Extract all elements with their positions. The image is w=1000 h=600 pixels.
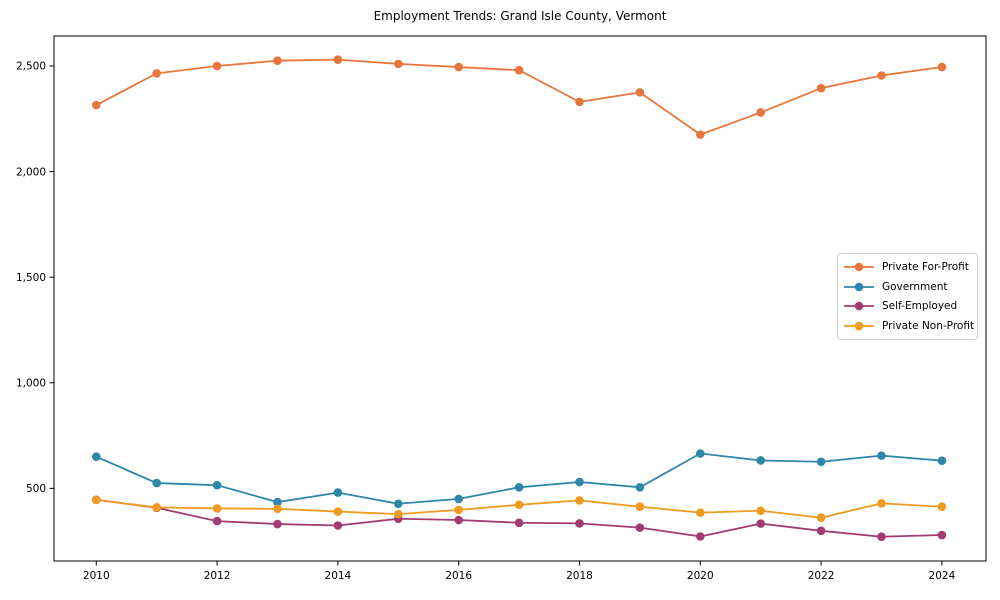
data-point <box>937 530 947 540</box>
data-point <box>635 88 645 97</box>
data-point <box>393 509 403 519</box>
data-point <box>333 521 343 530</box>
legend: Private For-Profit Government Self-Employe… <box>837 253 978 340</box>
data-point <box>393 59 403 69</box>
data-point <box>212 504 222 513</box>
data-point <box>273 56 282 66</box>
data-point <box>877 499 886 508</box>
data-point <box>695 449 705 458</box>
legend-label: Self-Employed <box>882 300 958 313</box>
data-point <box>816 526 826 536</box>
x-tick-label: 2012 <box>204 570 231 582</box>
data-point <box>454 62 463 72</box>
legend-label: Government <box>882 280 948 293</box>
data-point <box>212 61 222 71</box>
data-point <box>454 494 463 504</box>
legend-line-marker-icon <box>844 262 874 272</box>
data-point <box>152 69 161 78</box>
data-point <box>273 497 282 507</box>
data-point <box>937 502 947 512</box>
data-point <box>273 504 282 514</box>
data-point <box>152 503 161 512</box>
data-point <box>91 100 101 110</box>
x-tick-label: 2016 <box>445 570 472 582</box>
data-point <box>454 515 463 525</box>
data-point <box>877 532 886 542</box>
data-point <box>333 507 343 516</box>
x-tick-label: 2024 <box>929 570 956 582</box>
data-point <box>514 482 524 492</box>
data-point <box>212 516 222 526</box>
data-point <box>514 65 524 75</box>
data-point <box>91 495 101 505</box>
data-point <box>756 519 766 528</box>
data-point <box>695 508 705 517</box>
data-point <box>212 480 222 490</box>
data-point <box>635 502 645 512</box>
data-point <box>816 513 826 523</box>
y-tick-label: 1,000 <box>16 377 46 389</box>
y-tick-label: 1,500 <box>16 272 46 284</box>
plot-border <box>53 35 987 562</box>
legend-entry: Private For-Profit <box>842 257 971 277</box>
legend-line-marker-icon <box>844 302 874 311</box>
data-point <box>816 83 826 93</box>
y-tick-label: 2,500 <box>16 61 46 73</box>
x-tick-label: 2010 <box>83 570 110 582</box>
data-point <box>937 62 947 72</box>
chart-title: Employment Trends: Grand Isle County, Ve… <box>373 9 667 23</box>
data-point <box>152 478 161 488</box>
data-point <box>575 97 584 107</box>
x-tick-label: 2014 <box>325 570 352 582</box>
data-point <box>91 452 101 461</box>
data-point <box>393 499 403 509</box>
series-line <box>95 452 943 505</box>
data-point <box>575 496 584 505</box>
data-point <box>756 506 766 516</box>
data-point <box>575 477 584 487</box>
data-point <box>575 519 584 528</box>
data-point <box>816 457 826 467</box>
data-point <box>635 523 645 532</box>
data-point <box>695 532 705 541</box>
data-point <box>877 451 886 460</box>
data-point <box>333 55 343 64</box>
x-tick-label: 2022 <box>808 570 835 582</box>
data-point <box>937 456 947 465</box>
data-point <box>756 108 766 117</box>
data-point <box>877 71 886 80</box>
legend-entry: Private Non-Profit <box>842 316 975 336</box>
x-tick-label: 2020 <box>687 570 714 582</box>
y-tick-label: 500 <box>26 483 46 495</box>
data-point <box>635 482 645 492</box>
data-point <box>695 130 705 139</box>
data-point <box>333 488 343 497</box>
data-point <box>756 456 766 465</box>
legend-entry: Government <box>842 277 971 297</box>
legend-label: Private For-Profit <box>882 260 969 273</box>
legend-label: Private Non-Profit <box>882 320 975 333</box>
y-tick-label: 2,000 <box>16 166 46 178</box>
legend-entry: Self-Employed <box>842 297 971 317</box>
data-point <box>514 500 524 510</box>
x-tick-label: 2018 <box>566 570 593 582</box>
data-point <box>454 505 463 515</box>
legend-line-marker-icon <box>844 282 874 291</box>
data-point <box>273 519 282 529</box>
data-point <box>514 518 524 528</box>
legend-line-marker-icon <box>844 321 874 331</box>
